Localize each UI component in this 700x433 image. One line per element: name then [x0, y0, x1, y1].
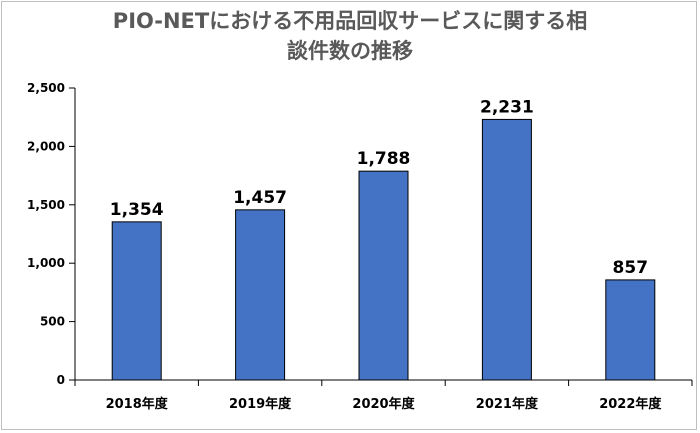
- data-label: 857: [613, 258, 649, 278]
- y-tick-label: 2,500: [27, 81, 65, 95]
- x-tick-label: 2022年度: [599, 396, 662, 412]
- chart-title-line-2: 談件数の推移: [287, 39, 413, 63]
- bar: [235, 209, 286, 381]
- bar: [358, 170, 409, 381]
- chart-title-line-1: PIO-NETにおける不用品回収サービスに関する相: [112, 9, 588, 33]
- x-tick-label: 2019年度: [229, 396, 292, 412]
- chart-title: PIO-NETにおける不用品回収サービスに関する相 談件数の推移: [0, 6, 700, 66]
- bar: [111, 221, 162, 381]
- bar: [605, 279, 656, 381]
- bars: [111, 118, 656, 381]
- x-tick-label: 2020年度: [352, 396, 415, 412]
- x-tick-label: 2021年度: [476, 396, 539, 412]
- x-tick-label: 2018年度: [106, 396, 169, 412]
- y-tick-label: 0: [57, 373, 65, 387]
- y-tick-label: 1,500: [27, 198, 65, 212]
- y-tick-label: 500: [40, 315, 65, 329]
- data-label: 1,788: [357, 149, 411, 169]
- bar: [481, 118, 532, 381]
- data-label: 1,354: [110, 200, 164, 220]
- y-tick-label: 2,000: [27, 139, 65, 153]
- data-label: 2,231: [480, 97, 534, 117]
- y-axis: 0 500 1,000 1,500 2,000 2,500: [27, 81, 76, 387]
- y-tick-label: 1,000: [27, 256, 65, 270]
- x-axis: 2018年度 2019年度 2020年度 2021年度 2022年度: [74, 379, 693, 412]
- data-label: 1,457: [233, 188, 287, 208]
- data-labels: 1,354 1,457 1,788 2,231 857: [110, 97, 648, 277]
